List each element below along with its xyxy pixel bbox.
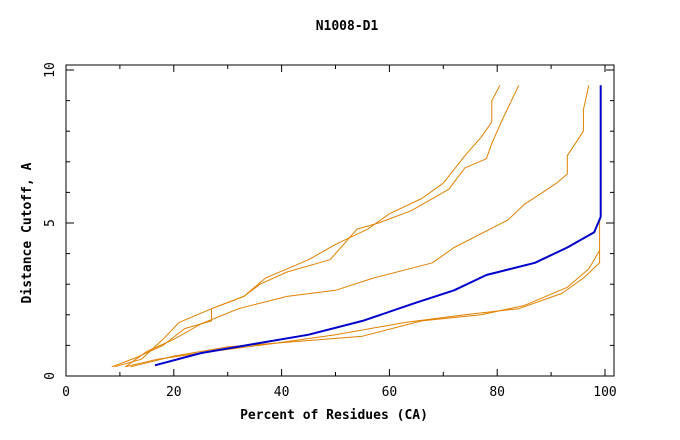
series-line-highlight bbox=[154, 85, 602, 367]
x-tick-label: 40 bbox=[274, 385, 290, 400]
series-line bbox=[111, 85, 520, 368]
y-tick-label: 0 bbox=[43, 372, 58, 380]
series-line bbox=[125, 219, 601, 368]
series-line bbox=[114, 85, 501, 368]
x-tick-label: 20 bbox=[166, 385, 182, 400]
y-axis-label: Distance Cutoff, A bbox=[20, 162, 35, 303]
chart-title: N1008-D1 bbox=[316, 19, 379, 34]
ticks-layer: 0 20 40 60 80 100 0 5 10 bbox=[43, 62, 617, 400]
x-tick-label: 80 bbox=[489, 385, 505, 400]
series-line bbox=[130, 250, 601, 368]
series-layer bbox=[111, 85, 602, 368]
x-tick-label: 0 bbox=[62, 385, 70, 400]
x-tick-label: 100 bbox=[593, 385, 616, 400]
plot-area-frame bbox=[65, 64, 615, 377]
y-tick-label: 10 bbox=[43, 62, 58, 78]
y-tick-label: 5 bbox=[43, 219, 58, 227]
series-line bbox=[125, 85, 590, 368]
x-axis-label: Percent of Residues (CA) bbox=[240, 408, 428, 423]
x-tick-label: 60 bbox=[382, 385, 398, 400]
